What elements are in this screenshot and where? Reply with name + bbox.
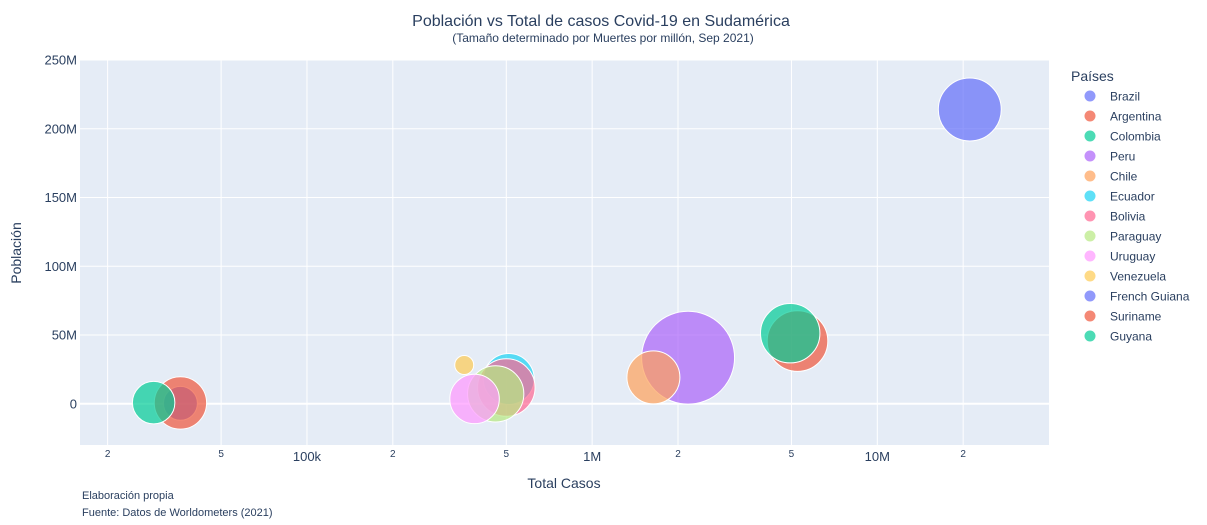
- legend-marker: [1085, 291, 1096, 302]
- y-axis-label: Población: [8, 222, 24, 284]
- legend-label: Brazil: [1110, 90, 1140, 104]
- footnote-author: Elaboración propia: [82, 490, 174, 502]
- legend-marker: [1085, 131, 1096, 142]
- bubble-chile[interactable]: [627, 351, 680, 404]
- bubble-venezuela[interactable]: [455, 355, 474, 374]
- legend-item-guyana[interactable]: Guyana: [1085, 330, 1153, 344]
- plot-area: [80, 60, 1049, 445]
- legend-item-chile[interactable]: Chile: [1085, 170, 1138, 184]
- x-tick-label: 10M: [865, 449, 890, 464]
- y-tick-label: 250M: [44, 53, 77, 68]
- legend-marker: [1085, 331, 1096, 342]
- legend-label: Guyana: [1110, 330, 1152, 344]
- x-tick-label: 5: [504, 449, 510, 460]
- legend-marker: [1085, 91, 1096, 102]
- footnote-source: Fuente: Datos de Worldometers (2021): [82, 507, 273, 519]
- legend-title: Países: [1071, 68, 1114, 84]
- legend-label: Bolivia: [1110, 210, 1146, 224]
- bubble-uruguay[interactable]: [450, 374, 499, 423]
- legend-marker: [1085, 251, 1096, 262]
- legend-item-paraguay[interactable]: Paraguay: [1085, 230, 1162, 244]
- x-tick-label: 2: [390, 449, 396, 460]
- legend-item-peru[interactable]: Peru: [1085, 150, 1136, 164]
- y-axis-ticks: 0 50M 100M 150M 200M 250M: [44, 53, 77, 412]
- legend-item-french-guiana[interactable]: French Guiana: [1085, 290, 1190, 304]
- chart-subtitle: (Tamaño determinado por Muertes por mill…: [452, 31, 754, 45]
- legend-label: Suriname: [1110, 310, 1162, 324]
- legend-marker: [1085, 231, 1096, 242]
- y-tick-label: 0: [70, 396, 77, 411]
- legend-marker: [1085, 111, 1096, 122]
- bubble-brazil[interactable]: [938, 78, 1001, 141]
- legend-label: Chile: [1110, 170, 1138, 184]
- x-tick-label: 5: [789, 449, 795, 460]
- legend-label: Venezuela: [1110, 270, 1166, 284]
- legend: Brazil Argentina Colombia Peru Chile Ecuador B…: [1085, 90, 1190, 344]
- legend-marker: [1085, 271, 1096, 282]
- legend-label: Paraguay: [1110, 230, 1161, 244]
- legend-label: Colombia: [1110, 130, 1161, 144]
- x-axis-label: Total Casos: [527, 475, 600, 491]
- legend-item-argentina[interactable]: Argentina: [1085, 110, 1162, 124]
- legend-item-bolivia[interactable]: Bolivia: [1085, 210, 1146, 224]
- y-tick-label: 100M: [44, 259, 77, 274]
- legend-label: Peru: [1110, 150, 1135, 164]
- legend-item-suriname[interactable]: Suriname: [1085, 310, 1162, 324]
- legend-marker: [1085, 311, 1096, 322]
- legend-item-venezuela[interactable]: Venezuela: [1085, 270, 1167, 284]
- x-axis-ticks: 2 5 100k 2 5 1M 2 5 10M 2: [105, 449, 967, 464]
- x-tick-label: 2: [105, 449, 111, 460]
- legend-label: Uruguay: [1110, 250, 1155, 264]
- x-tick-label: 1M: [583, 449, 601, 464]
- y-tick-label: 150M: [44, 190, 77, 205]
- legend-label: French Guiana: [1110, 290, 1190, 304]
- y-tick-label: 200M: [44, 121, 77, 136]
- y-tick-label: 50M: [52, 328, 77, 343]
- bubble-guyana[interactable]: [132, 381, 174, 423]
- chart-title: Población vs Total de casos Covid-19 en …: [412, 13, 790, 30]
- x-tick-label: 2: [960, 449, 966, 460]
- legend-marker: [1085, 191, 1096, 202]
- x-tick-label: 100k: [293, 449, 322, 464]
- x-tick-label: 5: [218, 449, 224, 460]
- legend-marker: [1085, 151, 1096, 162]
- bubble-colombia[interactable]: [761, 304, 820, 363]
- legend-label: Ecuador: [1110, 190, 1155, 204]
- legend-item-brazil[interactable]: Brazil: [1085, 90, 1141, 104]
- legend-item-uruguay[interactable]: Uruguay: [1085, 250, 1156, 264]
- x-tick-label: 2: [675, 449, 681, 460]
- legend-label: Argentina: [1110, 110, 1162, 124]
- legend-marker: [1085, 211, 1096, 222]
- legend-item-colombia[interactable]: Colombia: [1085, 130, 1162, 144]
- legend-marker: [1085, 171, 1096, 182]
- legend-item-ecuador[interactable]: Ecuador: [1085, 190, 1155, 204]
